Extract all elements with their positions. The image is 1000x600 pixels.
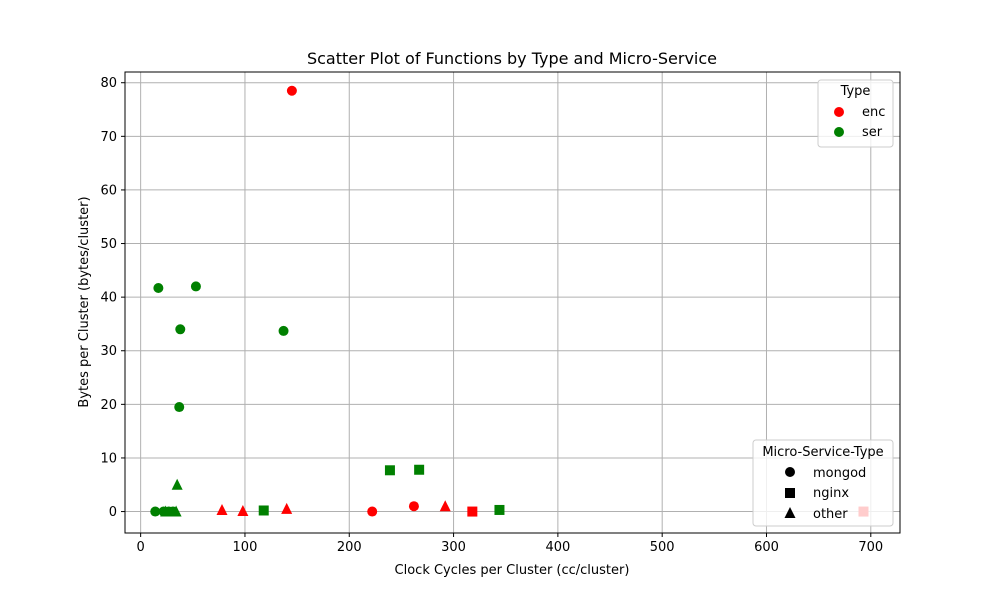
point-ser-mongod — [153, 283, 164, 294]
axis-ticks: 0 100 200 300 400 500 600 700 0 10 20 30 40 50 60 70 80 — [100, 76, 883, 555]
legend-label-other: other — [813, 507, 848, 522]
service-legend: Micro-Service-Type mongod nginx other — [752, 439, 894, 527]
y-axis-title: Bytes per Cluster (bytes/cluster) — [77, 196, 92, 407]
service-legend-title: Micro-Service-Type — [762, 445, 883, 460]
plot-frame — [124, 71, 901, 534]
x-axis-title: Clock Cycles per Cluster (cc/cluster) — [395, 563, 630, 578]
legend-label-mongod: mongod — [813, 466, 866, 481]
x-tick-label: 500 — [650, 540, 675, 555]
legend-marker-ser — [834, 127, 844, 137]
legend-marker-other — [784, 507, 796, 518]
y-tick-label: 40 — [100, 291, 117, 306]
legend-marker-nginx — [785, 488, 795, 498]
point-enc-other — [216, 503, 228, 515]
point-ser-other — [170, 505, 182, 517]
point-ser-other — [171, 478, 183, 490]
y-tick-label: 20 — [100, 398, 117, 413]
type-legend: Type enc ser — [817, 79, 894, 148]
point-ser-nginx — [494, 504, 505, 515]
y-tick-label: 60 — [100, 183, 117, 198]
point-ser-nginx — [258, 505, 269, 516]
x-tick-label: 0 — [137, 540, 145, 555]
point-enc-nginx — [467, 506, 478, 517]
point-enc-mongod — [286, 85, 297, 96]
point-ser-mongod — [175, 324, 186, 335]
point-enc-other — [281, 502, 293, 514]
point-ser-mongod — [278, 325, 289, 336]
type-legend-title: Type — [840, 84, 871, 99]
data-points — [150, 85, 869, 517]
point-ser-nginx — [414, 464, 425, 475]
point-enc-mongod — [408, 501, 419, 512]
point-ser-mongod — [174, 402, 185, 413]
y-tick-label: 80 — [100, 76, 117, 91]
y-tick-label: 30 — [100, 344, 117, 359]
y-tick-label: 0 — [109, 505, 117, 520]
chart-title: Scatter Plot of Functions by Type and Mi… — [307, 49, 717, 68]
x-tick-label: 200 — [337, 540, 362, 555]
y-tick-label: 50 — [100, 237, 117, 252]
y-tick-label: 10 — [100, 451, 117, 466]
legend-label-nginx: nginx — [813, 486, 849, 501]
x-tick-label: 400 — [545, 540, 570, 555]
x-tick-label: 100 — [233, 540, 258, 555]
legend-label-ser: ser — [862, 125, 883, 140]
legend-marker-mongod — [785, 467, 795, 477]
x-tick-label: 700 — [858, 540, 883, 555]
point-enc-other — [439, 500, 451, 512]
point-ser-nginx — [384, 465, 395, 476]
x-tick-label: 600 — [754, 540, 779, 555]
legend-label-enc: enc — [862, 105, 885, 120]
legend-marker-enc — [834, 107, 844, 117]
point-enc-mongod — [367, 506, 378, 517]
point-ser-other — [160, 505, 172, 517]
point-ser-mongod — [150, 506, 161, 517]
x-tick-label: 300 — [441, 540, 466, 555]
y-tick-label: 70 — [100, 130, 117, 145]
point-enc-other — [237, 505, 249, 517]
point-ser-mongod — [190, 281, 201, 292]
service-legend-box — [752, 439, 894, 527]
